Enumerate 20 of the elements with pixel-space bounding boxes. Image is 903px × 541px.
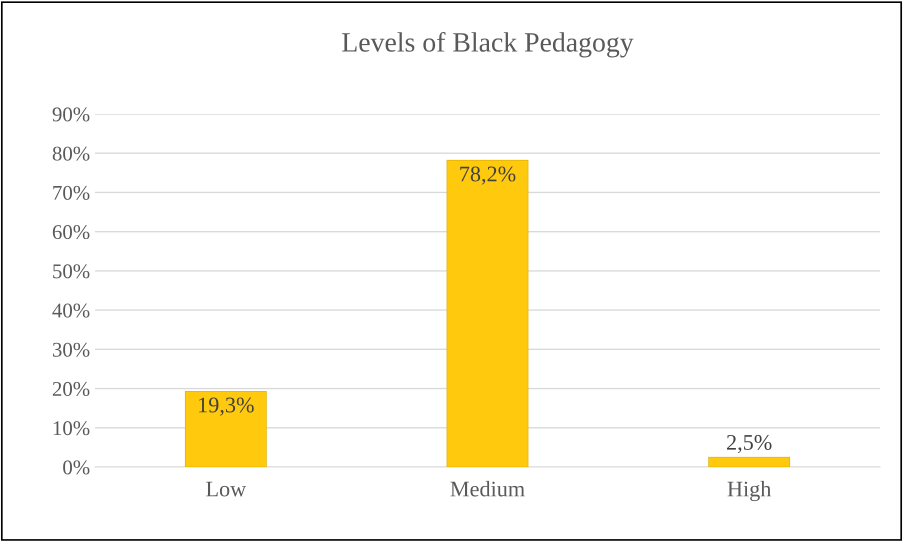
y-tick-label: 80% (52, 146, 90, 161)
bar (446, 160, 528, 467)
data-label: 19,3% (199, 398, 254, 416)
y-tick-label: 30% (52, 342, 90, 357)
y-tick-label: 60% (52, 225, 90, 240)
data-label: 78,2% (460, 166, 516, 185)
x-tick-label: Medium (450, 480, 525, 497)
x-tick-label: Low (206, 482, 246, 497)
y-tick-label: 20% (52, 382, 90, 396)
bar (708, 456, 790, 467)
chart-title: Levels of Black Pedagogy (342, 32, 634, 58)
y-tick-label: 70% (53, 186, 90, 200)
y-tick-label: 0% (63, 460, 90, 474)
y-tick-label: 10% (54, 421, 90, 436)
y-tick-label: 90% (52, 107, 90, 122)
bar (184, 390, 267, 467)
data-label: 2,5% (727, 434, 772, 454)
x-tick-label: High (728, 480, 772, 502)
y-tick-label: 40% (52, 303, 90, 318)
y-tick-label: 50% (53, 264, 90, 278)
